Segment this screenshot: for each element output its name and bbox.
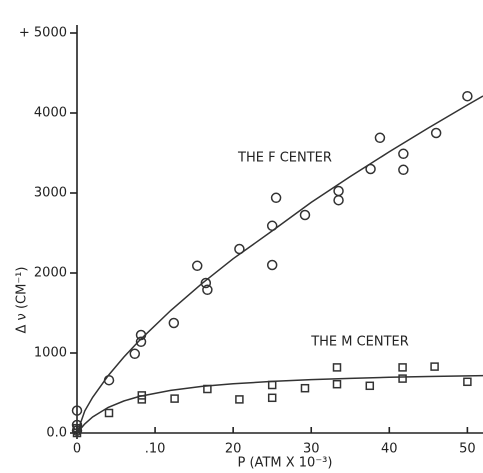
data-point (168, 317, 180, 329)
data-point (299, 209, 311, 221)
fit-curve (76, 374, 483, 434)
data-point (72, 428, 82, 438)
y-tick-label: + 5000 (19, 26, 67, 41)
data-point (235, 395, 244, 404)
data-point (462, 90, 473, 102)
x-tick-label: 50 (459, 442, 476, 457)
data-point (104, 408, 114, 418)
data-point (332, 379, 342, 389)
x-tick-label: 20 (225, 442, 242, 457)
data-point (135, 336, 147, 348)
data-point (202, 284, 213, 296)
data-point (200, 277, 212, 289)
data-point (266, 259, 278, 271)
data-point (300, 383, 310, 393)
data-point (365, 381, 375, 391)
data-point (191, 260, 203, 272)
x-tick-label: 40 (381, 442, 398, 457)
data-point (129, 348, 141, 360)
annotation: THE M CENTER (310, 335, 409, 350)
data-point (333, 194, 344, 206)
data-point (398, 164, 409, 176)
data-point (170, 394, 179, 403)
x-axis-label: P (ATM X 10⁻³) (238, 456, 333, 471)
x-tick-label: 0 (73, 442, 81, 457)
data-point (333, 185, 344, 197)
data-point (398, 374, 407, 383)
data-point (71, 425, 83, 436)
data-point (71, 405, 83, 416)
data-point (430, 362, 439, 371)
data-point (463, 377, 472, 387)
y-tick-label: 1000 (34, 346, 67, 361)
data-point (398, 148, 409, 160)
data-point (430, 127, 442, 139)
data-point (332, 363, 342, 372)
y-tick-label: 3000 (34, 186, 67, 201)
data-point (374, 132, 386, 144)
data-point (270, 192, 282, 204)
y-tick-label: 0.0 (46, 426, 67, 441)
data-point (267, 380, 277, 390)
x-tick-label: 30 (303, 442, 320, 457)
y-tick-label: 2000 (34, 266, 67, 281)
y-axis-label: Δ ν (CM⁻¹) (15, 267, 30, 334)
annotation: THE F CENTER (237, 151, 332, 166)
data-point (103, 374, 115, 386)
fit-curve (76, 95, 483, 434)
x-tick-label: .10 (145, 442, 166, 457)
data-point (267, 393, 277, 403)
data-point (398, 363, 407, 372)
y-tick-label: 4000 (34, 106, 67, 121)
